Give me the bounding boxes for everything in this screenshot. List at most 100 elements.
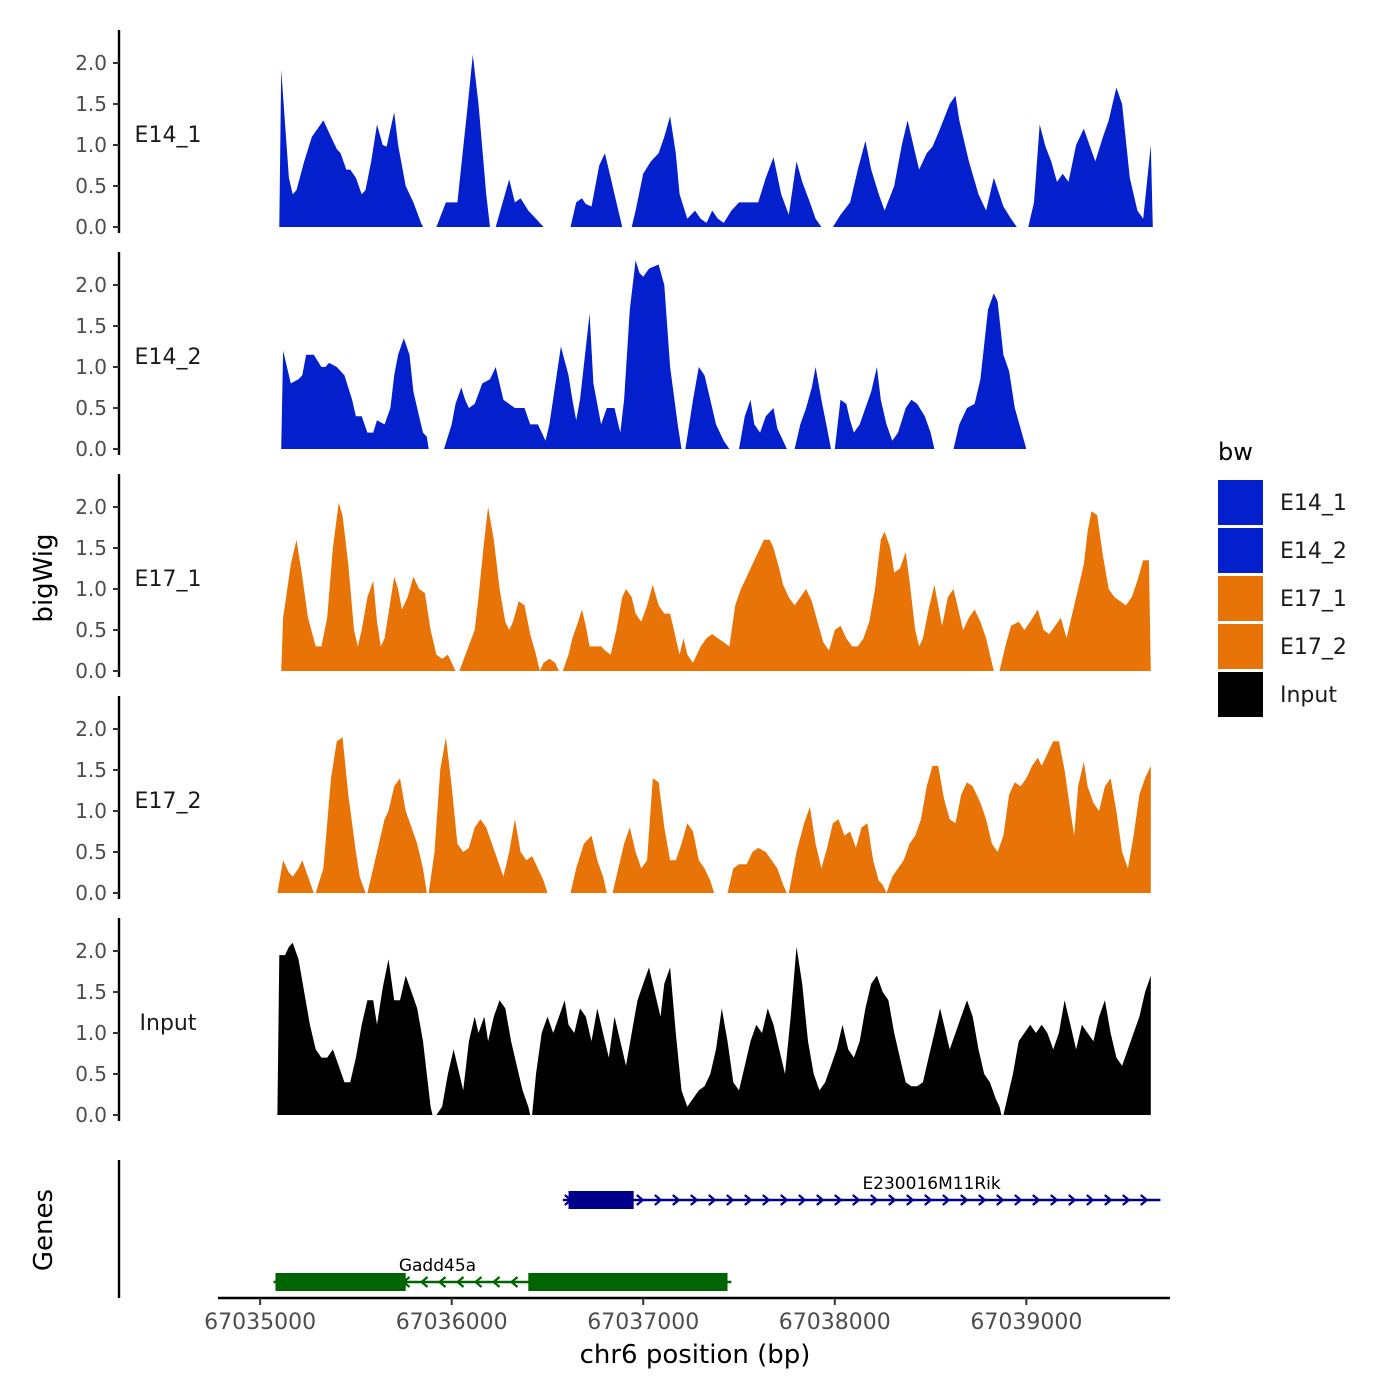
gene-exon	[275, 1273, 406, 1291]
gene-exon	[528, 1273, 728, 1291]
y-tick-label: 2.0	[75, 939, 107, 963]
legend-swatch	[1218, 576, 1263, 621]
strand-arrow	[1050, 1194, 1059, 1206]
coverage-area	[612, 778, 715, 893]
y-tick-label: 1.0	[75, 133, 107, 157]
x-tick-label: 67035000	[204, 1310, 316, 1335]
coverage-area	[539, 658, 559, 671]
coverage-area	[281, 502, 456, 671]
coverage-area	[953, 293, 1027, 449]
strand-arrow	[1104, 1194, 1113, 1206]
genes-panel: E230016M11Rik Gadd45a	[117, 1160, 1161, 1298]
gene-exon	[568, 1191, 634, 1209]
coverage-area	[436, 54, 490, 227]
strand-arrow	[690, 1194, 699, 1206]
legend-label: Input	[1280, 683, 1337, 708]
x-axis-title: chr6 position (bp)	[580, 1340, 811, 1370]
y-tick-label: 2.0	[75, 717, 107, 741]
coverage-area	[279, 69, 423, 227]
legend-swatch	[1218, 480, 1263, 525]
track-panel: 0.0 0.5 1.0 1.5 2.0 E14_2	[75, 252, 1027, 461]
strand-arrow	[1032, 1194, 1041, 1206]
y-tick-label: 1.5	[75, 92, 107, 116]
coverage-area	[315, 737, 366, 893]
strand-arrow	[996, 1194, 1005, 1206]
coverage-area	[367, 778, 427, 893]
strand-arrow	[437, 1276, 447, 1288]
track-panel: 0.0 0.5 1.0 1.5 2.0 E14_1	[75, 30, 1153, 239]
strand-arrow	[924, 1194, 933, 1206]
y-tick-label: 2.0	[75, 495, 107, 519]
gene-model: Gadd45a	[273, 1256, 732, 1291]
x-axis: 67035000 67036000 67037000 67038000 67039000	[204, 1296, 1170, 1335]
strand-arrow	[636, 1194, 645, 1206]
strand-arrow	[1086, 1194, 1095, 1206]
legend-label: E14_1	[1280, 491, 1347, 516]
y-tick-label: 2.0	[75, 51, 107, 75]
coverage-area	[532, 946, 1002, 1115]
coverage-area	[562, 531, 994, 671]
gene-label: Gadd45a	[399, 1256, 476, 1276]
x-tick-label: 67036000	[396, 1310, 508, 1335]
strand-arrow	[870, 1194, 879, 1206]
strand-arrow	[798, 1194, 807, 1206]
legend-label: E17_2	[1280, 635, 1347, 660]
track-panel: 0.0 0.5 1.0 1.5 2.0 E17_2	[75, 696, 1151, 905]
y-tick-label: 1.0	[75, 577, 107, 601]
legend-label: E14_2	[1280, 539, 1347, 564]
track-label: E14_1	[135, 123, 202, 148]
strand-arrow	[1014, 1194, 1023, 1206]
coverage-area	[428, 737, 548, 893]
strand-arrow	[672, 1194, 681, 1206]
strand-arrow	[780, 1194, 789, 1206]
coverage-area	[436, 1000, 531, 1115]
coverage-area	[459, 507, 540, 671]
strand-arrow	[978, 1194, 987, 1206]
strand-arrow	[473, 1276, 483, 1288]
legend-title: bw	[1218, 438, 1253, 466]
gene-model: E230016M11Rik	[562, 1174, 1161, 1209]
x-tick-label: 67038000	[779, 1310, 891, 1335]
legend-swatch	[1218, 528, 1263, 573]
genes-axis-title: Genes	[29, 1189, 59, 1271]
strand-arrow	[491, 1276, 501, 1288]
y-tick-label: 1.5	[75, 758, 107, 782]
track-label: E14_2	[135, 345, 202, 370]
y-tick-label: 2.0	[75, 273, 107, 297]
y-tick-label: 1.0	[75, 1021, 107, 1045]
gene-label: E230016M11Rik	[862, 1174, 1000, 1194]
strand-arrow	[708, 1194, 717, 1206]
y-tick-label: 0.5	[75, 174, 107, 198]
coverage-area	[999, 511, 1151, 671]
y-tick-label: 0.5	[75, 1062, 107, 1086]
y-tick-label: 1.0	[75, 799, 107, 823]
strand-arrow	[834, 1194, 843, 1206]
strand-arrow	[509, 1276, 519, 1288]
track-panels: 0.0 0.5 1.0 1.5 2.0 E14_1 0.0 0.5 1.0 1.5 2.0 E14_2…	[75, 30, 1153, 1127]
coverage-area	[281, 338, 429, 449]
strand-arrow	[1122, 1194, 1131, 1206]
strand-arrow	[906, 1194, 915, 1206]
strand-arrow	[744, 1194, 753, 1206]
strand-arrow	[960, 1194, 969, 1206]
coverage-area	[1003, 975, 1151, 1115]
legend-label: E17_1	[1280, 587, 1347, 612]
legend: E14_1 E14_2 E17_1 E17_2 Input	[1218, 480, 1347, 717]
track-panel: 0.0 0.5 1.0 1.5 2.0 Input	[75, 918, 1151, 1127]
coverage-area	[788, 806, 887, 893]
coverage-area	[277, 860, 314, 893]
y-tick-label: 0.0	[75, 1103, 107, 1127]
y-tick-label: 0.5	[75, 840, 107, 864]
strand-arrow	[654, 1194, 663, 1206]
y-tick-label: 1.5	[75, 980, 107, 1004]
y-tick-label: 0.5	[75, 618, 107, 642]
y-tick-label: 0.0	[75, 437, 107, 461]
x-tick-label: 67039000	[970, 1310, 1082, 1335]
coverage-area	[727, 847, 787, 893]
coverage-area	[277, 942, 433, 1115]
strand-arrow	[816, 1194, 825, 1206]
y-axis-title: bigWig	[29, 533, 59, 622]
strand-arrow	[762, 1194, 771, 1206]
y-tick-label: 0.5	[75, 396, 107, 420]
